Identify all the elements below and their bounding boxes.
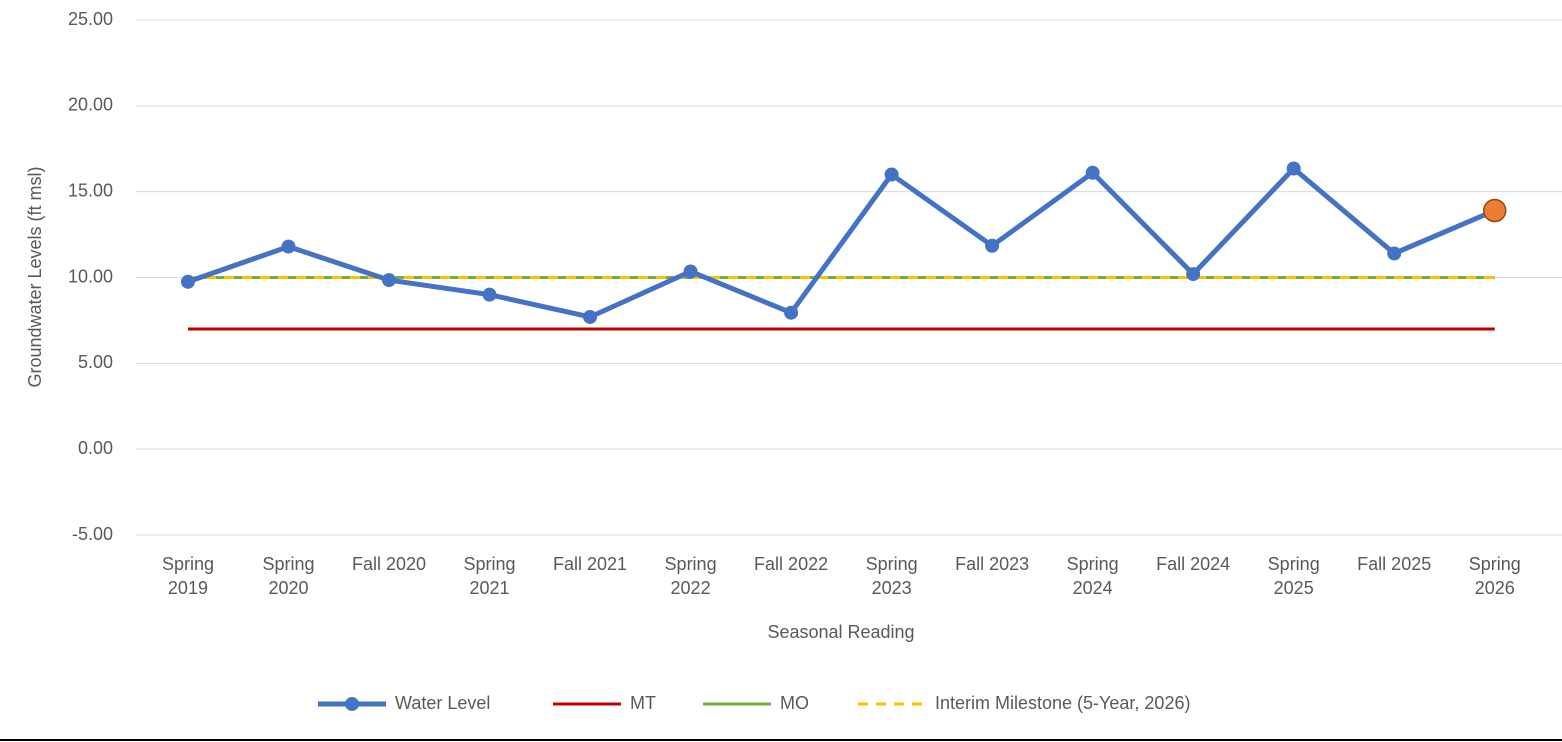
y-tick-label: 5.00 — [78, 352, 113, 372]
x-tick-label: Fall 2023 — [955, 554, 1030, 574]
data-point — [784, 305, 799, 320]
data-point — [382, 273, 397, 288]
data-point — [1085, 165, 1100, 180]
data-point — [583, 309, 598, 324]
legend-label: MT — [630, 693, 656, 713]
legend-label: Water Level — [395, 693, 490, 713]
data-point — [1482, 198, 1507, 223]
y-tick-label: 15.00 — [68, 180, 113, 200]
series-line — [187, 165, 1496, 320]
data-point — [683, 264, 698, 279]
y-tick-label: 25.00 — [68, 9, 113, 29]
legend-marker — [345, 697, 359, 711]
x-tick-label: Spring 2022 — [664, 554, 717, 598]
data-point — [1387, 246, 1402, 261]
data-point — [281, 239, 296, 254]
data-point — [1286, 161, 1301, 176]
x-tick-label: Fall 2022 — [754, 554, 829, 574]
y-axis-title: Groundwater Levels (ft msl) — [25, 166, 45, 387]
x-tick-label: Spring 2025 — [1267, 554, 1320, 598]
x-axis-title: Seasonal Reading — [767, 622, 914, 642]
x-tick-label: Fall 2025 — [1357, 554, 1432, 574]
x-tick-label: Spring 2024 — [1066, 554, 1119, 598]
data-point — [482, 287, 497, 302]
x-tick-label: Spring 2026 — [1468, 554, 1521, 598]
data-point — [180, 274, 195, 289]
data-point — [1186, 267, 1201, 282]
legend-label: MO — [780, 693, 809, 713]
x-tick-label: Fall 2024 — [1156, 554, 1231, 574]
data-point — [884, 167, 899, 182]
legend-label: Interim Milestone (5-Year, 2026) — [935, 693, 1190, 713]
data-point — [985, 238, 1000, 253]
x-tick-label: Spring 2020 — [262, 554, 315, 598]
y-tick-label: 0.00 — [78, 438, 113, 458]
y-tick-label: -5.00 — [72, 524, 113, 544]
y-tick-label: 10.00 — [68, 266, 113, 286]
x-tick-label: Spring 2021 — [463, 554, 516, 598]
x-tick-label: Spring 2023 — [865, 554, 918, 598]
x-tick-label: Fall 2020 — [351, 554, 427, 574]
x-tick-label: Fall 2021 — [553, 554, 628, 574]
y-tick-label: 20.00 — [68, 95, 113, 115]
x-tick-label: Spring 2019 — [161, 554, 214, 598]
